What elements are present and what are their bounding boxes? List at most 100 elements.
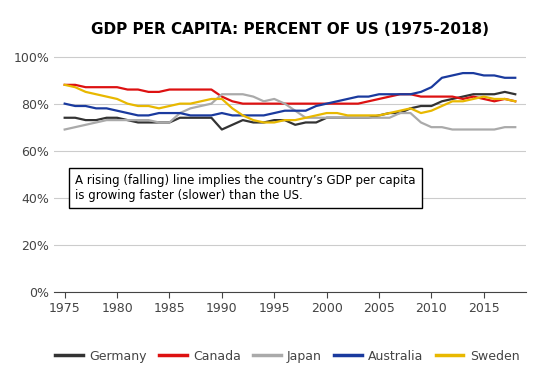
Australia [418, 90, 424, 94]
Japan [313, 116, 319, 120]
Australia [302, 108, 309, 113]
Germany [261, 120, 267, 125]
Australia [512, 76, 519, 80]
Japan [324, 116, 330, 120]
Canada [397, 92, 403, 96]
Japan [438, 125, 445, 129]
Germany [114, 116, 120, 120]
Germany [208, 116, 215, 120]
Sweden [208, 97, 215, 101]
Germany [72, 116, 79, 120]
Sweden [481, 94, 487, 99]
Japan [344, 116, 351, 120]
Canada [261, 101, 267, 106]
Australia [166, 111, 173, 115]
Canada [124, 87, 131, 92]
Australia [428, 85, 435, 89]
Australia [334, 99, 340, 104]
Australia [460, 71, 466, 75]
Sweden [355, 113, 362, 118]
Germany [61, 116, 68, 120]
Australia [438, 76, 445, 80]
Japan [355, 116, 362, 120]
Germany [135, 120, 141, 125]
Germany [355, 116, 362, 120]
Canada [407, 92, 414, 96]
Japan [61, 127, 68, 132]
Canada [418, 94, 424, 99]
Canada [218, 94, 225, 99]
Sweden [470, 97, 476, 101]
Australia [198, 113, 204, 118]
Sweden [114, 97, 120, 101]
Sweden [166, 104, 173, 108]
Australia [229, 113, 236, 118]
Australia [177, 111, 183, 115]
Sweden [292, 118, 299, 122]
Canada [386, 94, 393, 99]
Text: A rising (falling) line implies the country’s GDP per capita
is growing faster (: A rising (falling) line implies the coun… [75, 174, 416, 202]
Sweden [124, 101, 131, 106]
Canada [313, 101, 319, 106]
Australia [355, 94, 362, 99]
Australia [156, 111, 162, 115]
Germany [460, 94, 466, 99]
Japan [82, 123, 89, 127]
Australia [324, 101, 330, 106]
Japan [124, 118, 131, 122]
Germany [104, 116, 110, 120]
Sweden [250, 118, 256, 122]
Canada [501, 97, 508, 101]
Sweden [491, 97, 498, 101]
Canada [145, 90, 152, 94]
Canada [460, 97, 466, 101]
Australia [281, 108, 288, 113]
Japan [481, 127, 487, 132]
Australia [261, 113, 267, 118]
Sweden [512, 99, 519, 104]
Line: Canada: Canada [64, 85, 515, 104]
Germany [281, 118, 288, 122]
Australia [365, 94, 372, 99]
Germany [418, 104, 424, 108]
Japan [166, 120, 173, 125]
Japan [418, 120, 424, 125]
Canada [208, 87, 215, 92]
Germany [302, 120, 309, 125]
Sweden [449, 99, 456, 104]
Sweden [93, 92, 99, 96]
Japan [198, 104, 204, 108]
Canada [61, 83, 68, 87]
Japan [93, 120, 99, 125]
Sweden [229, 106, 236, 111]
Japan [187, 106, 193, 111]
Germany [93, 118, 99, 122]
Germany [481, 92, 487, 96]
Line: Australia: Australia [64, 73, 515, 116]
Canada [438, 94, 445, 99]
Canada [114, 85, 120, 89]
Sweden [313, 113, 319, 118]
Canada [292, 101, 299, 106]
Canada [135, 87, 141, 92]
Japan [334, 116, 340, 120]
Japan [397, 111, 403, 115]
Sweden [438, 104, 445, 108]
Canada [93, 85, 99, 89]
Canada [177, 87, 183, 92]
Sweden [261, 120, 267, 125]
Sweden [218, 97, 225, 101]
Germany [177, 116, 183, 120]
Japan [114, 118, 120, 122]
Australia [501, 76, 508, 80]
Canada [187, 87, 193, 92]
Australia [218, 111, 225, 115]
Japan [177, 111, 183, 115]
Sweden [397, 108, 403, 113]
Canada [376, 97, 382, 101]
Australia [449, 73, 456, 78]
Sweden [376, 113, 382, 118]
Germany [156, 120, 162, 125]
Japan [208, 101, 215, 106]
Australia [135, 113, 141, 118]
